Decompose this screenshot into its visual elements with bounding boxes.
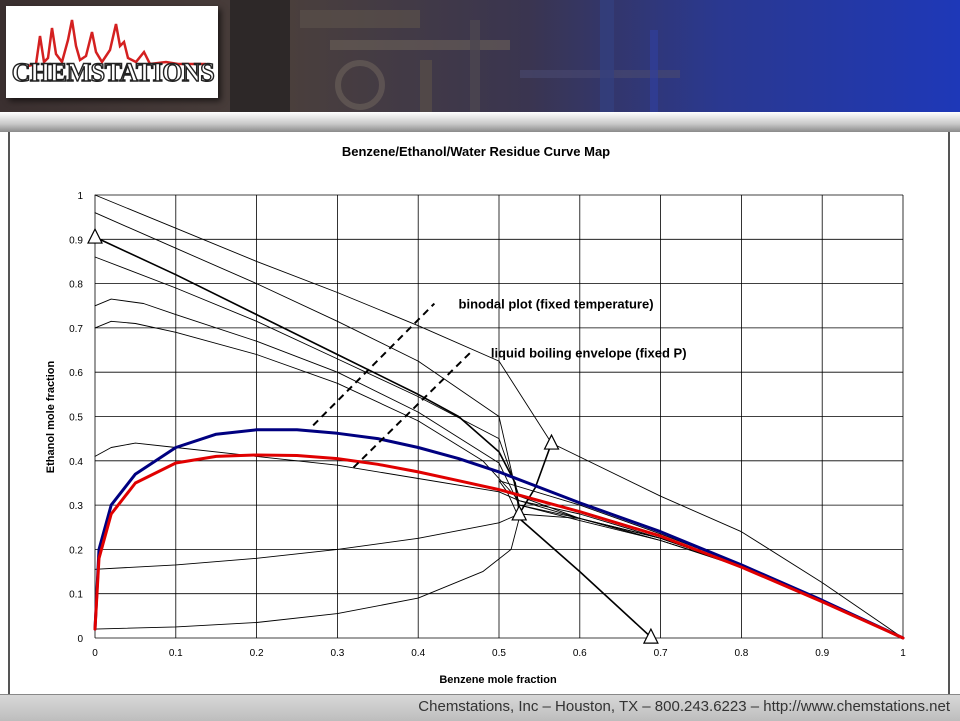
residue-curve [94,194,904,639]
axis-ticks: 0 0.1 0.2 0.3 0.4 0.5 0.6 0.7 0.8 0.9 1 0 0.1 0.2 0.3 0… [69,191,906,659]
x-tick-label: 0.7 [654,648,668,659]
x-axis-label: Benzene mole fraction [439,674,557,686]
footer-contact: Chemstations, Inc – Houston, TX – 800.24… [418,698,950,715]
x-tick-label: 0.3 [330,648,344,659]
y-tick-label: 0.5 [69,413,83,424]
right-frame-line [948,132,950,694]
y-tick-label: 1 [77,191,83,202]
logo-graph-icon [27,19,206,68]
x-tick-label: 0 [92,648,98,659]
x-tick-label: 0.5 [492,648,506,659]
x-tick-label: 0.9 [815,648,829,659]
residue-curve [93,428,905,640]
triangle-marker [642,627,659,644]
curve-series [93,194,905,640]
x-tick-label: 0.2 [250,648,264,659]
y-tick-label: 0.2 [69,545,83,556]
y-tick-label: 0.4 [69,457,83,468]
annotations: binodal plot (fixed temperature) liquid b… [312,297,687,469]
y-tick-label: 0 [77,634,83,645]
x-tick-label: 1 [900,648,906,659]
triangle-marker [543,433,560,450]
y-axis-label: Ethanol mole fraction [45,360,57,473]
annotation-label: liquid boiling envelope (fixed P) [491,345,687,360]
curve-markers [87,227,659,644]
chemstations-logo: CHEMSTATIONS [6,6,218,98]
residue-curve [518,517,652,638]
bottom-bar [0,694,960,721]
triangle-marker [511,504,528,521]
y-tick-label: 0.1 [69,590,83,601]
annotation-leader-line [312,302,436,427]
y-tick-label: 0.8 [69,280,83,291]
x-tick-label: 0.1 [169,648,183,659]
y-tick-label: 0.7 [69,324,83,335]
annotation-label: binodal plot (fixed temperature) [459,297,654,312]
chart-title: Benzene/Ethanol/Water Residue Curve Map [342,144,610,159]
x-tick-label: 0.4 [411,648,425,659]
y-tick-label: 0.9 [69,235,83,246]
residue-curve [93,453,905,640]
x-tick-label: 0.8 [734,648,748,659]
triangle-marker [87,227,103,244]
y-tick-label: 0.6 [69,368,83,379]
top-divider-bar [0,112,960,132]
residue-curve-chart: Benzene/Ethanol/Water Residue Curve Map … [45,144,906,686]
residue-curve [94,236,521,513]
industrial-background [230,0,680,112]
x-tick-label: 0.6 [573,648,587,659]
y-tick-label: 0.3 [69,501,83,512]
left-frame-line [8,132,10,694]
header-banner: CHEMSTATIONS [0,0,960,112]
annotation-leader-line [352,351,472,469]
logo-text: CHEMSTATIONS [11,57,215,87]
